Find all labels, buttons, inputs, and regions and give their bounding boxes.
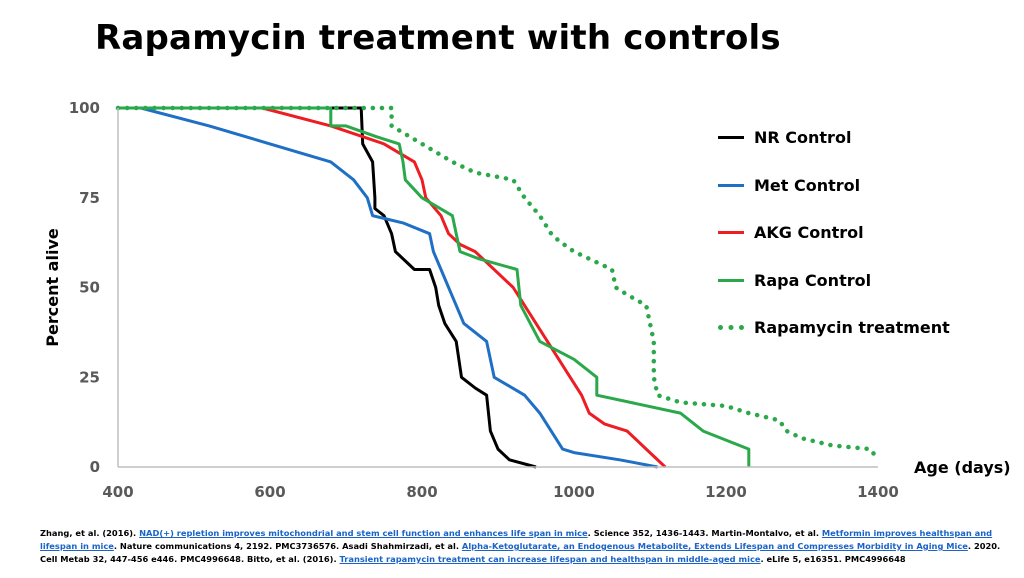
- x-tick-label: 1400: [857, 483, 899, 501]
- series-line-met-control: [118, 106, 658, 469]
- y-tick-label: 50: [79, 279, 100, 297]
- legend-item-nr-control: NR Control: [718, 114, 950, 162]
- legend-item-rapa-control: Rapa Control: [718, 257, 950, 305]
- series-layer: [115, 105, 881, 469]
- series-line-nr-control: [118, 106, 537, 469]
- reference-link[interactable]: NAD(+) repletion improves mitochondrial …: [139, 528, 588, 538]
- chart-legend: NR Control Met Control AKG Control Rapa Con…: [718, 114, 950, 352]
- x-tick-label: 1200: [705, 483, 747, 501]
- x-tick-label: 600: [254, 483, 285, 501]
- x-tick-label: 400: [102, 483, 133, 501]
- tick-labels: 400 600 800 1000 1200 1400 0 25 50 75 100: [69, 99, 899, 501]
- slide-title: Rapamycin treatment with controls: [95, 18, 781, 58]
- series-line-rapa-control: [118, 106, 751, 467]
- reference-text: . Nature communications 4, 2192. PMC3736…: [113, 541, 462, 551]
- legend-swatch: [718, 231, 744, 235]
- x-tick-label: 1000: [553, 483, 595, 501]
- legend-label: Rapa Control: [754, 270, 872, 290]
- references: Zhang, et al. (2016). NAD(+) repletion i…: [40, 527, 1020, 566]
- legend-label: Rapamycin treatment: [754, 318, 950, 338]
- legend-swatch: [718, 325, 744, 331]
- legend-swatch: [718, 183, 744, 187]
- y-tick-label: 75: [79, 189, 100, 207]
- x-axis-label: Age (days): [914, 458, 1011, 477]
- reference-link[interactable]: Alpha-Ketoglutarate, an Endogenous Metab…: [461, 541, 968, 551]
- survival-chart: 400 600 800 1000 1200 1400 0 25 50 75 100 Percent …: [43, 99, 1011, 501]
- legend-swatch: [718, 136, 744, 140]
- legend-item-met-control: Met Control: [718, 162, 950, 210]
- reference-text: Zhang, et al. (2016).: [40, 528, 140, 538]
- legend-label: AKG Control: [754, 223, 864, 243]
- y-tick-label: 25: [79, 368, 100, 386]
- reference-link[interactable]: Transient rapamycin treatment can increa…: [339, 554, 761, 564]
- reference-text: . 2020. Cell Metab 32, 447-456 e446. PMC…: [40, 541, 1001, 564]
- legend-item-rapamycin-treatment: Rapamycin treatment: [718, 304, 950, 352]
- x-tick-label: 800: [406, 483, 437, 501]
- reference-link[interactable]: Metformin improves healthspan and lifesp…: [40, 528, 993, 551]
- reference-text: . Science 352, 1436-1443. Martin-Montalv…: [587, 528, 822, 538]
- series-line-rapamycin-treatment: [115, 105, 881, 463]
- reference-text: . eLife 5, e16351. PMC4996648: [760, 554, 906, 564]
- y-axis-label: Percent alive: [43, 228, 62, 347]
- series-line-akg-control: [118, 106, 667, 469]
- y-tick-label: 0: [90, 458, 100, 476]
- y-tick-label: 100: [69, 99, 100, 117]
- legend-label: NR Control: [754, 128, 852, 148]
- legend-label: Met Control: [754, 175, 861, 195]
- legend-swatch: [718, 278, 744, 282]
- legend-item-akg-control: AKG Control: [718, 209, 950, 257]
